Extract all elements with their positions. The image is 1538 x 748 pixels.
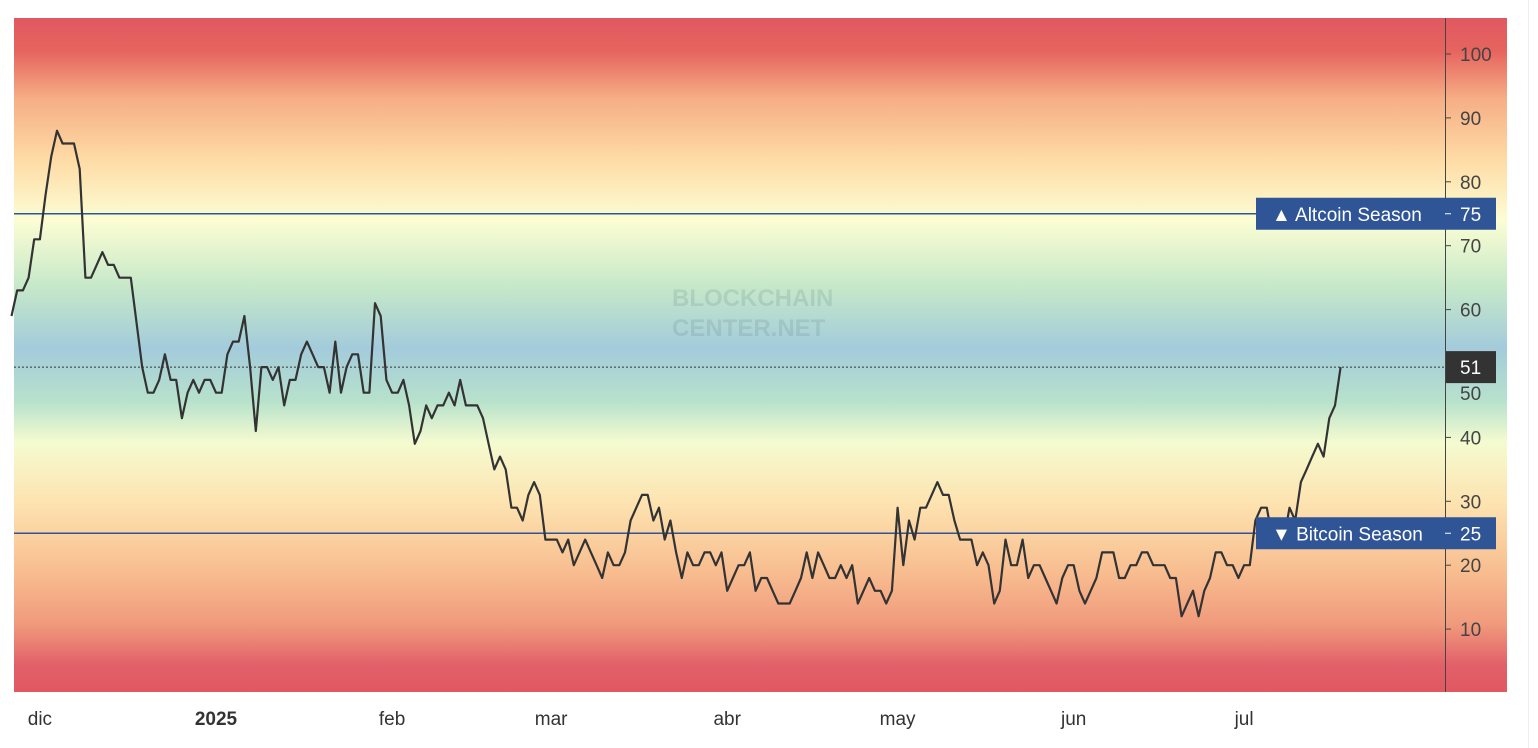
y-tick-label: 100 (1460, 45, 1492, 66)
x-tick-label: may (880, 709, 916, 730)
reference-value: 25 (1460, 524, 1481, 545)
x-tick-label: mar (535, 709, 568, 730)
current-value-label: 51 (1460, 358, 1481, 379)
reference-label-box (1256, 197, 1496, 230)
series-line (10, 129, 1342, 618)
y-tick-label: 20 (1460, 556, 1481, 577)
x-tick-label: dic (28, 709, 52, 730)
x-tick-label: feb (379, 709, 405, 730)
x-tick-label: abr (713, 709, 741, 730)
y-tick-label: 30 (1460, 492, 1481, 513)
x-tick-label: jun (1060, 709, 1086, 730)
reference-value: 75 (1460, 205, 1481, 226)
y-tick-label: 50 (1460, 384, 1481, 405)
x-tick-label: jul (1234, 709, 1254, 730)
y-tick-label: 10 (1460, 620, 1481, 641)
current-value-box (1446, 351, 1496, 384)
reference-label: ▼ Bitcoin Season (1272, 524, 1423, 545)
reference-label: ▲ Altcoin Season (1272, 205, 1422, 226)
watermark: BLOCKCHAIN CENTER.NET (672, 285, 833, 342)
panel-border (1528, 0, 1529, 748)
svg-text:CENTER.NET: CENTER.NET (672, 315, 826, 342)
y-tick-label: 60 (1460, 301, 1481, 322)
y-tick-label: 40 (1460, 428, 1481, 449)
reference-label-box (1256, 517, 1496, 550)
svg-text:BLOCKCHAIN: BLOCKCHAIN (672, 285, 833, 312)
y-tick-label: 80 (1460, 173, 1481, 194)
y-tick-label: 70 (1460, 237, 1481, 258)
y-tick-label: 90 (1460, 109, 1481, 130)
background-bands (14, 18, 1507, 692)
x-tick-label: 2025 (195, 709, 238, 730)
